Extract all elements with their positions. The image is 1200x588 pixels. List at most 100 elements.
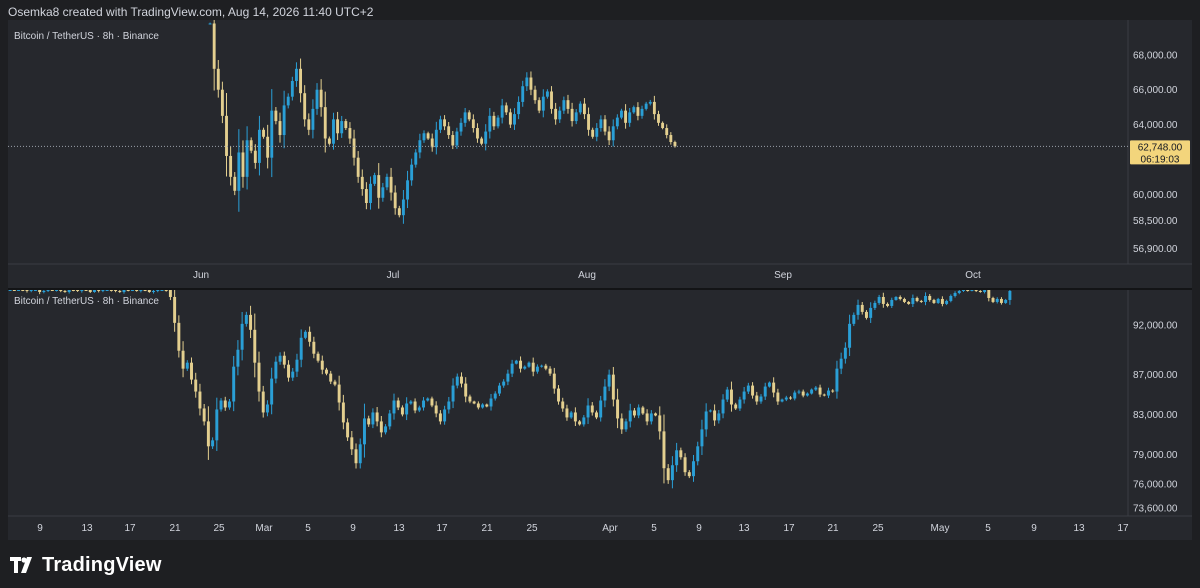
tradingview-logo[interactable]: TradingView [10, 552, 162, 578]
pane2-candle [206, 406, 210, 460]
pane1-candle [434, 121, 438, 155]
pane2-candle [767, 381, 771, 388]
pane1-candle [471, 114, 475, 133]
pane1-candle [356, 151, 360, 183]
pane2-candle [417, 405, 421, 413]
pane2-candle [249, 305, 253, 338]
pane2-candle [641, 405, 645, 415]
pane1-candle [652, 95, 656, 120]
pane1-candle [216, 60, 220, 98]
pane2-candle [384, 424, 388, 435]
time-tick-label: 9 [696, 523, 702, 534]
pane1-candle [624, 104, 628, 129]
pane1-candle [295, 62, 298, 87]
time-tick-label: Sep [774, 270, 792, 281]
pane2-candle [135, 290, 139, 292]
pane2-candle [776, 388, 780, 405]
pane2-candle [822, 393, 826, 397]
pane2-candle [88, 290, 92, 294]
pane2-candle [147, 290, 151, 293]
pane2-candle [396, 397, 400, 411]
pane2-candle [675, 442, 679, 472]
pane2-candle [818, 384, 822, 398]
pane1-candle [599, 115, 603, 132]
pane2-candle [152, 290, 156, 294]
pane2-candle [784, 395, 788, 402]
pane2-candle [523, 365, 527, 370]
pane2-candle [987, 290, 991, 302]
pane2-candle [320, 355, 324, 375]
time-tick-label: 25 [872, 523, 884, 534]
pane2-candle [341, 394, 345, 430]
pane-lower[interactable] [8, 290, 1012, 489]
pane1-candle [607, 126, 611, 146]
pane2-candle [105, 290, 109, 291]
pane2-candle [763, 382, 767, 400]
pane2-candle [139, 290, 143, 293]
pane2-candle [143, 290, 147, 292]
pane1-candle [636, 102, 640, 121]
pane1-time-axis[interactable]: Jun Jul Aug Sep Oct [193, 270, 981, 281]
pane2-candle [261, 385, 265, 418]
pane1-candle [430, 133, 434, 152]
pane2-candle [80, 290, 84, 293]
pane2-candle [945, 299, 949, 306]
pane-separator[interactable] [8, 288, 1192, 290]
chart-canvas[interactable]: Bitcoin / TetherUS · 8h · Binance 68,000… [8, 20, 1192, 540]
pane1-candle [537, 97, 541, 114]
pane1-candle [233, 172, 237, 196]
time-tick-label: 13 [1073, 523, 1085, 534]
pane2-candle [700, 419, 704, 455]
pane2-candle [118, 290, 122, 293]
pane1-candle [401, 189, 405, 224]
pane2-candle [772, 377, 776, 398]
pane2-candle [244, 311, 248, 327]
last-price-value: 62,748.00 [1138, 142, 1183, 153]
pane2-candle [721, 394, 725, 419]
pane1-candle [307, 113, 311, 136]
price-tick-label: 66,000.00 [1133, 85, 1178, 96]
pane2-candle [831, 389, 835, 393]
pane2-candle [607, 369, 611, 392]
pane2-candle [438, 410, 442, 425]
pane2-candle [177, 315, 181, 358]
time-tick-label: 13 [738, 523, 750, 534]
pane2-candle [713, 404, 717, 426]
pane2-candle [227, 398, 231, 410]
pane2-candle [519, 356, 523, 373]
pane2-candle [755, 391, 759, 405]
pane2-candle [540, 364, 544, 368]
pane1-candle [550, 86, 553, 114]
pane2-time-axis[interactable]: 9 13 17 21 25 Mar 5 9 13 17 21 25 Apr 5 9 13 17 21 25 May 5 9… [37, 523, 1129, 534]
price-tick-label: 58,500.00 [1133, 216, 1178, 227]
pane1-candle [492, 111, 496, 130]
pane2-candle [704, 403, 708, 437]
time-tick-label: 17 [783, 523, 795, 534]
time-tick-label: 9 [1031, 523, 1037, 534]
pane2-candle [21, 290, 25, 292]
pane2-candle [624, 418, 628, 432]
pane1-candle [266, 124, 270, 169]
pane1-candle [208, 22, 212, 25]
pane1-candle [578, 101, 582, 115]
pane1-candle [323, 91, 327, 153]
time-tick-label: 17 [124, 523, 136, 534]
pane2-candle [173, 290, 177, 332]
tradingview-brand: TradingView [42, 553, 162, 576]
pane-upper[interactable] [208, 20, 677, 224]
pane2-candle [797, 389, 801, 395]
pane2-candle [93, 290, 96, 293]
pane2-candle [687, 470, 691, 479]
pane2-price-axis[interactable]: 92,000.00 87,000.00 83,000.00 79,000.00 76,0… [1133, 320, 1178, 514]
pane2-candle [894, 296, 898, 301]
time-tick-label: 5 [305, 523, 311, 534]
pane2-candle [426, 397, 430, 402]
pane1-candle [344, 118, 348, 130]
bar-countdown: 06:19:03 [1141, 154, 1180, 165]
pane2-candle [371, 408, 375, 429]
pane2-candle [101, 290, 105, 293]
pane1-price-axis[interactable]: 68,000.00 66,000.00 64,000.00 60,000.00 58,5… [1133, 50, 1178, 254]
pane2-candle [759, 394, 763, 404]
pane2-candle [460, 372, 463, 388]
pane2-candle [995, 297, 999, 304]
